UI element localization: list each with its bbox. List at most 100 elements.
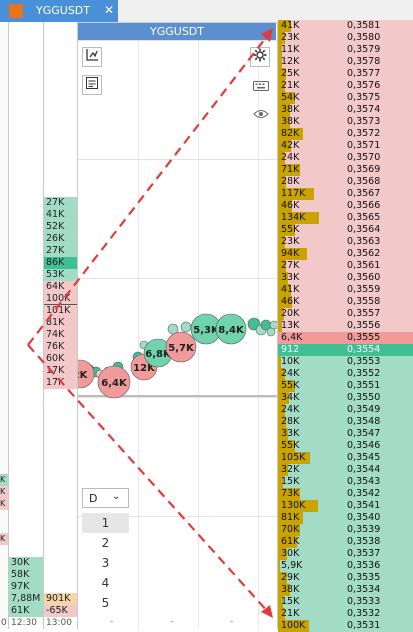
- ladder-price: 0,3540: [347, 512, 381, 523]
- trade-bubble: [269, 320, 277, 330]
- volume-bar: [278, 224, 295, 236]
- ladder-volume: 28K: [281, 176, 300, 187]
- ladder-row[interactable]: 23K 0,3563: [278, 236, 413, 248]
- timeframe-option[interactable]: 2: [101, 536, 110, 550]
- close-icon[interactable]: ✕: [104, 3, 115, 17]
- ladder-row[interactable]: 33K 0,3547: [278, 428, 413, 440]
- ladder-row[interactable]: 55K 0,3546: [278, 440, 413, 452]
- ladder-row[interactable]: 105K 0,3545: [278, 452, 413, 464]
- chart-area[interactable]: 2K 6,4K 12K 6,8K5,7K 5,3K8,4K - - -: [78, 22, 278, 629]
- tab-yggusdt[interactable]: YGGUSDT ✕: [0, 0, 118, 22]
- bubble-label: 12K: [133, 363, 156, 374]
- ladder-row[interactable]: 46K 0,3566: [278, 200, 413, 212]
- ladder-price: 0,3579: [347, 44, 381, 55]
- ladder-row[interactable]: 21K 0,3532: [278, 608, 413, 620]
- timeframe-option[interactable]: 1: [82, 513, 129, 533]
- ladder-price: 0,3548: [347, 416, 381, 427]
- ladder-row[interactable]: 81K 0,3540: [278, 512, 413, 524]
- ladder-row[interactable]: 54K 0,3575: [278, 92, 413, 104]
- ladder-row[interactable]: 21K 0,3576: [278, 80, 413, 92]
- ladder-row[interactable]: 29K 0,3535: [278, 572, 413, 584]
- ladder-volume: 27K: [281, 260, 300, 271]
- ladder-row[interactable]: 12K 0,3578: [278, 56, 413, 68]
- ladder-row[interactable]: 6,4K 0,3555: [278, 332, 413, 344]
- volume-bar: [278, 152, 285, 164]
- ladder-row[interactable]: 24K 0,3552: [278, 368, 413, 380]
- volume-bar: [278, 248, 307, 260]
- keyboard-icon[interactable]: [253, 80, 269, 92]
- timeframe-option[interactable]: 3: [101, 556, 110, 570]
- ladder-row[interactable]: 71K 0,3569: [278, 164, 413, 176]
- delta-cell: 60K: [44, 353, 77, 365]
- ladder-row[interactable]: 27K 0,3561: [278, 260, 413, 272]
- ladder-row[interactable]: 61K 0,3538: [278, 536, 413, 548]
- ladder-volume: 24K: [281, 368, 300, 379]
- ladder-price: 0,3577: [347, 68, 381, 79]
- ladder-row[interactable]: 117K 0,3567: [278, 188, 413, 200]
- delta-cell: 81K: [44, 317, 77, 329]
- settings-button[interactable]: [250, 47, 270, 67]
- ladder-row[interactable]: 134K 0,3565: [278, 212, 413, 224]
- volume-bar: [278, 320, 282, 332]
- ladder-row[interactable]: 42K 0,3571: [278, 140, 413, 152]
- ladder-row[interactable]: 73K 0,3542: [278, 488, 413, 500]
- ladder-row[interactable]: 912 0,3554: [278, 344, 413, 356]
- ladder-price: 0,3561: [347, 260, 381, 271]
- indicators-button[interactable]: [82, 75, 102, 95]
- app-icon: [9, 4, 23, 18]
- ladder-row[interactable]: 24K 0,3570: [278, 152, 413, 164]
- ladder-row[interactable]: 20K 0,3557: [278, 308, 413, 320]
- ladder-row[interactable]: 24K 0,3549: [278, 404, 413, 416]
- chart-type-button[interactable]: [82, 47, 102, 67]
- volume-cell: 7,88M: [9, 593, 43, 605]
- ladder-volume: 29K: [281, 572, 300, 583]
- ladder-row[interactable]: 10K 0,3553: [278, 356, 413, 368]
- ladder-row[interactable]: 28K 0,3548: [278, 416, 413, 428]
- ladder-volume: 81K: [281, 512, 300, 523]
- ladder-row[interactable]: 34K 0,3550: [278, 392, 413, 404]
- ladder-row[interactable]: 41K 0,3559: [278, 284, 413, 296]
- ladder-volume: 15K: [281, 476, 300, 487]
- ladder-row[interactable]: 30K 0,3537: [278, 548, 413, 560]
- ladder-row[interactable]: 38K 0,3574: [278, 104, 413, 116]
- volume-bar: [278, 176, 286, 188]
- timeframe-option[interactable]: 4: [101, 576, 110, 590]
- ladder-volume: 28K: [281, 416, 300, 427]
- ladder-row[interactable]: 33K 0,3560: [278, 272, 413, 284]
- eye-icon[interactable]: [253, 108, 269, 120]
- ladder-volume: 42K: [281, 140, 300, 151]
- ladder-price: 0,3541: [347, 500, 381, 511]
- ladder-row[interactable]: 70K 0,3539: [278, 524, 413, 536]
- ladder-price: 0,3571: [347, 140, 381, 151]
- ladder-row[interactable]: 94K 0,3562: [278, 248, 413, 260]
- ladder-volume: 38K: [281, 584, 300, 595]
- ladder-row[interactable]: 130K 0,3541: [278, 500, 413, 512]
- ladder-row[interactable]: 15K 0,3543: [278, 476, 413, 488]
- indicators-icon: [86, 77, 98, 89]
- ladder-row[interactable]: 38K 0,3534: [278, 584, 413, 596]
- ladder-price: 0,3574: [347, 104, 381, 115]
- timeframe-select[interactable]: D ⌄: [82, 488, 129, 508]
- ladder-row[interactable]: 46K 0,3558: [278, 296, 413, 308]
- delta-cell: 27K: [44, 245, 77, 257]
- ladder-row[interactable]: 25K 0,3577: [278, 68, 413, 80]
- ladder-row[interactable]: 55K 0,3564: [278, 224, 413, 236]
- tab-bar: YGGUSDT ✕: [0, 0, 413, 23]
- ladder-row[interactable]: 23K 0,3580: [278, 32, 413, 44]
- ladder-row[interactable]: 13K 0,3556: [278, 320, 413, 332]
- order-book-ladder[interactable]: 41K 0,3581 23K 0,3580 11K 0,3579 12K 0,3578 25K 0…: [278, 20, 413, 632]
- ladder-row[interactable]: 82K 0,3572: [278, 128, 413, 140]
- timeframe-option[interactable]: 5: [101, 596, 110, 610]
- ladder-row[interactable]: 15K 0,3533: [278, 596, 413, 608]
- ladder-row[interactable]: 5,9K 0,3536: [278, 560, 413, 572]
- ladder-row[interactable]: 41K 0,3581: [278, 20, 413, 32]
- volume-bar: [278, 296, 292, 308]
- ladder-row[interactable]: 55K 0,3551: [278, 380, 413, 392]
- volume-bar: [278, 536, 297, 548]
- ladder-row[interactable]: 28K 0,3568: [278, 176, 413, 188]
- ladder-price: 0,3570: [347, 152, 381, 163]
- volume-bar: [278, 416, 286, 428]
- ladder-row[interactable]: 32K 0,3544: [278, 464, 413, 476]
- ladder-row[interactable]: 38K 0,3573: [278, 116, 413, 128]
- ladder-row[interactable]: 11K 0,3579: [278, 44, 413, 56]
